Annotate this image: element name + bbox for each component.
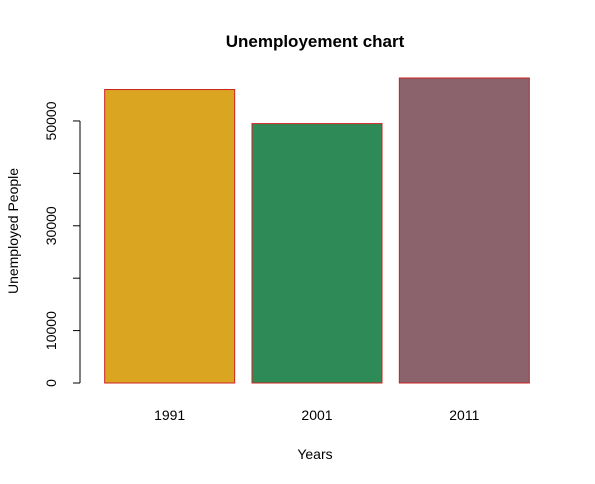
- y-tick-label: 10000: [43, 311, 59, 350]
- x-tick-label: 2001: [301, 407, 332, 423]
- bar-1991: [104, 89, 236, 384]
- x-tick-label: 2011: [449, 407, 479, 423]
- y-tick-label: 0: [43, 379, 59, 387]
- chart-title: Unemployement chart: [226, 32, 405, 51]
- bars: [104, 77, 530, 384]
- y-axis-label: Unemployed People: [5, 168, 21, 294]
- bar-2011: [398, 77, 530, 384]
- x-tick-labels: 1991 2001 2011: [154, 407, 480, 423]
- y-tick-label: 30000: [43, 206, 59, 245]
- y-axis: 0 10000 30000 50000: [43, 101, 81, 387]
- y-tick-label: 50000: [43, 101, 59, 140]
- x-tick-label: 1991: [154, 407, 185, 423]
- x-axis-label: Years: [297, 446, 332, 462]
- bar-2001: [251, 123, 383, 384]
